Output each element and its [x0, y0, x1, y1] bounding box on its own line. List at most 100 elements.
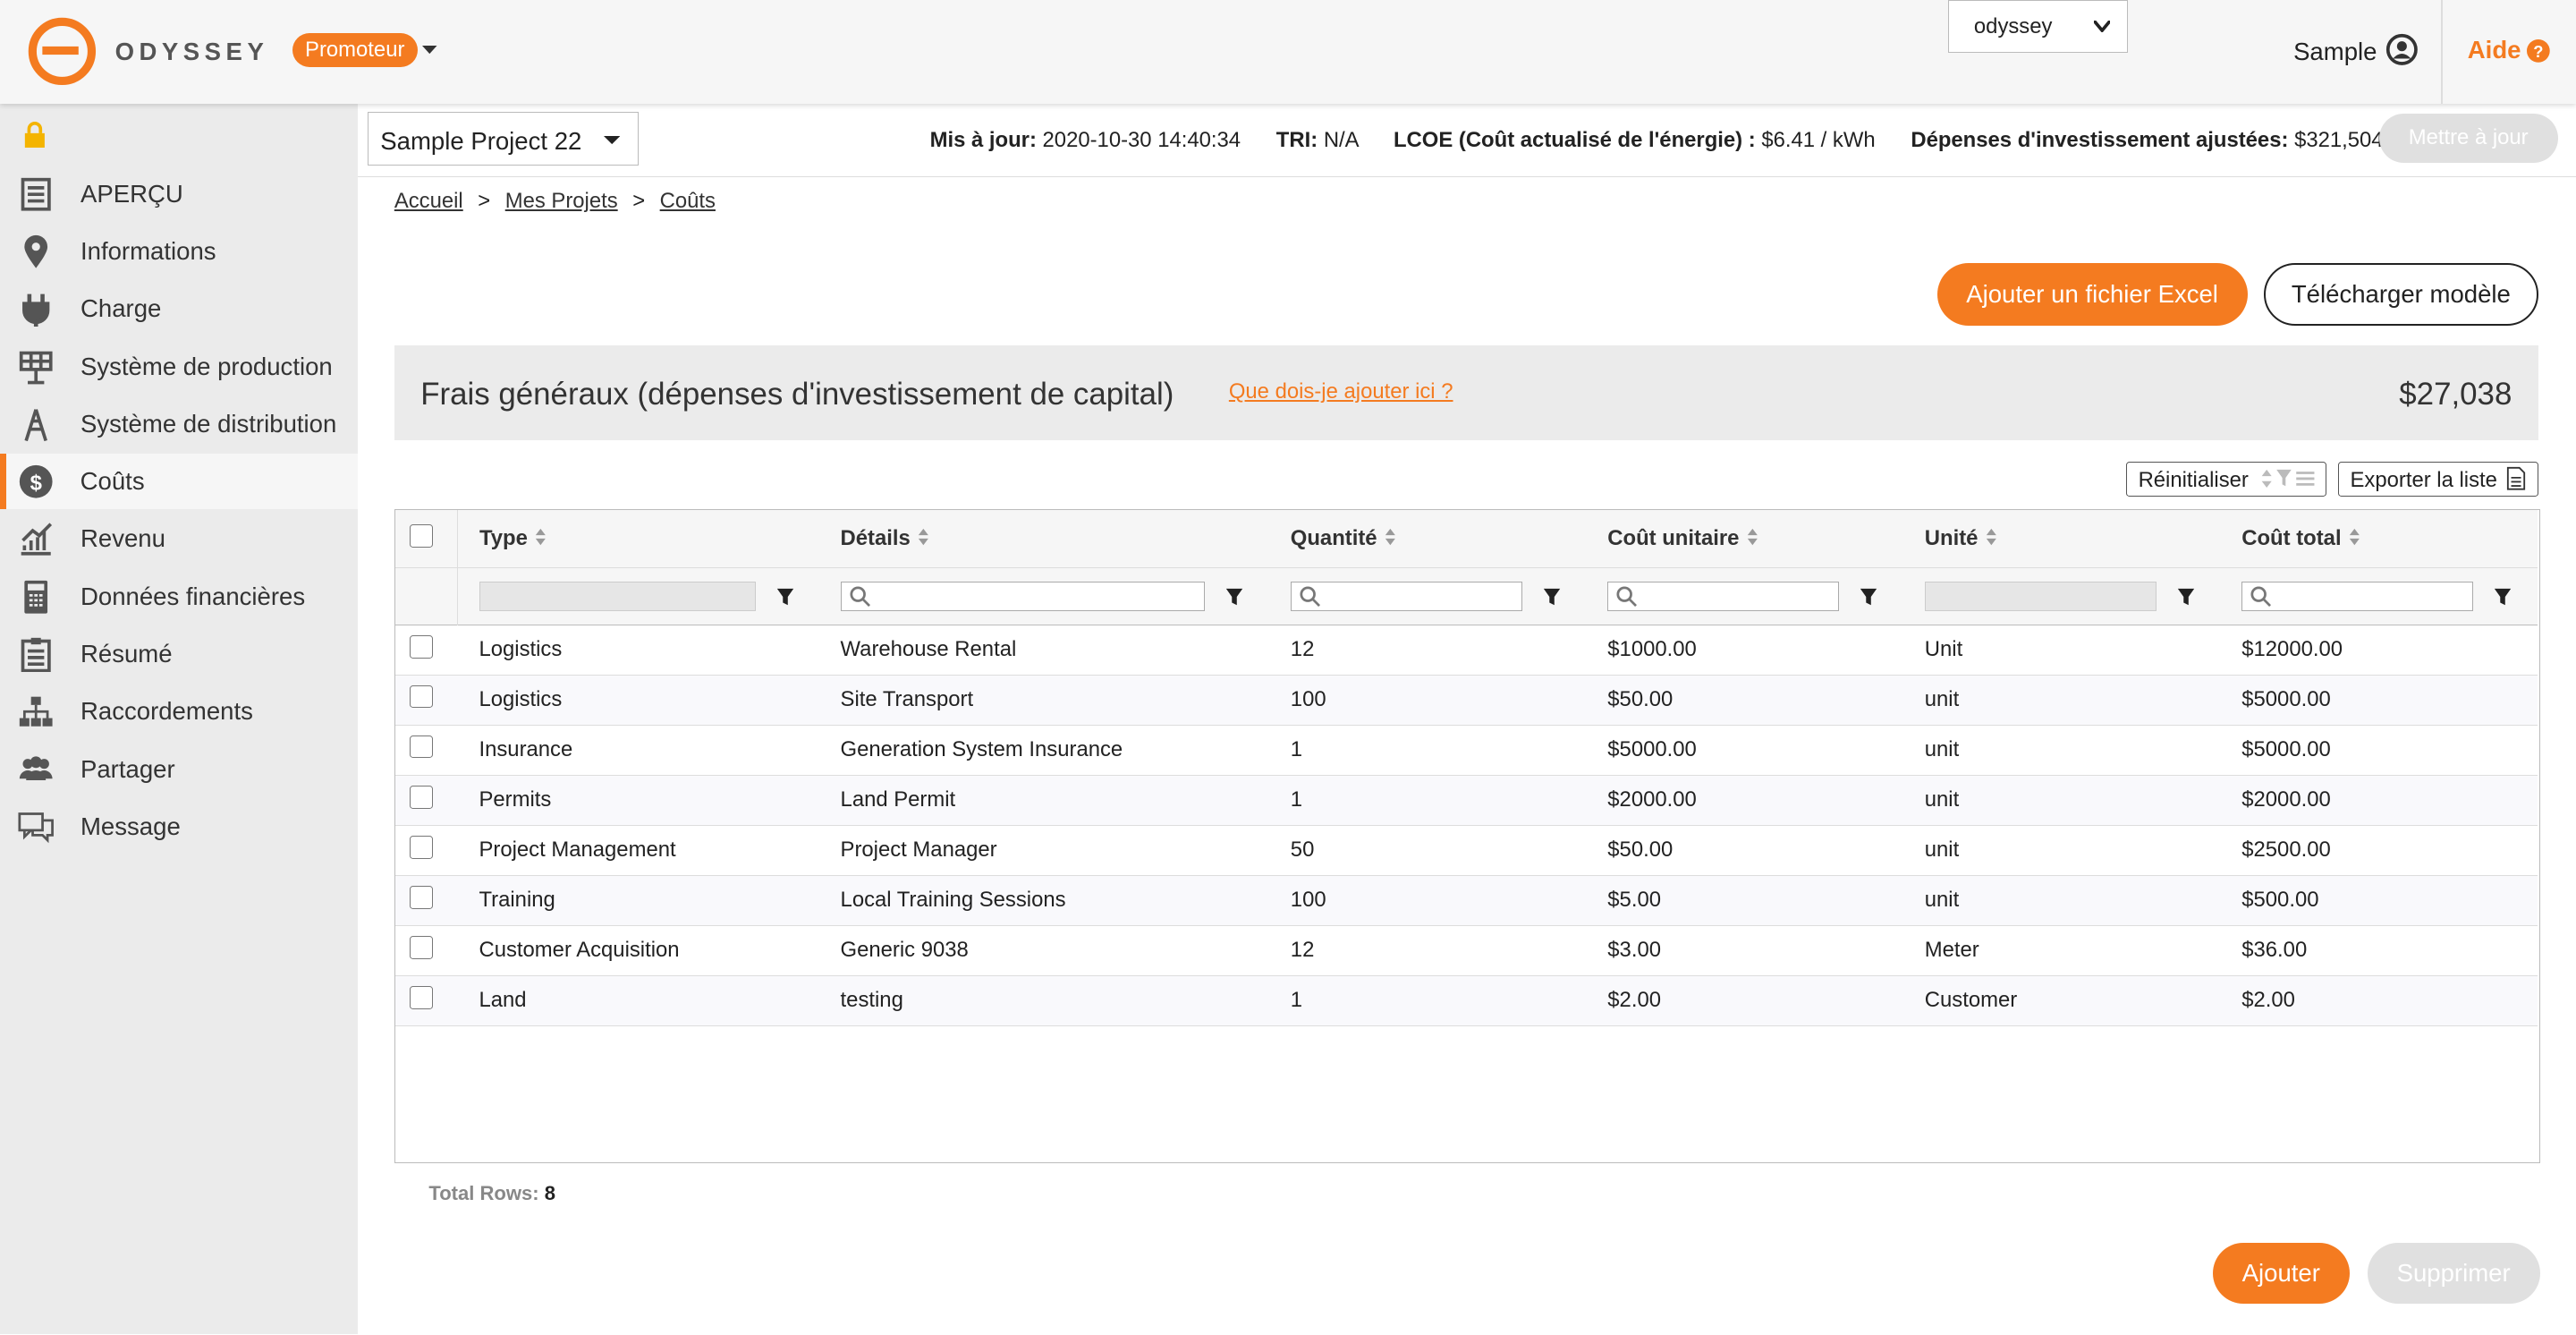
divider: [2441, 0, 2444, 104]
nav-item[interactable]: Revenu: [0, 511, 358, 566]
cell: Logistics: [479, 687, 563, 712]
help-link[interactable]: Aide: [2467, 36, 2521, 64]
filter-icon: [2495, 588, 2512, 605]
row-checkbox[interactable]: [410, 635, 434, 659]
nav-icon: [20, 352, 53, 385]
cell: $3.00: [1607, 938, 1661, 963]
nav-label: Système de distribution: [80, 409, 337, 438]
filter-input[interactable]: [1290, 582, 1522, 612]
cell: Unit: [1924, 637, 1963, 662]
row-checkbox[interactable]: [410, 835, 434, 859]
row-checkbox[interactable]: [410, 685, 434, 709]
cell: $36.00: [2241, 938, 2308, 963]
cell: $500.00: [2241, 888, 2319, 913]
nav-item[interactable]: Charge: [0, 281, 358, 336]
row-checkbox[interactable]: [410, 885, 434, 909]
nav-label: Coûts: [80, 467, 145, 496]
add-button[interactable]: Ajouter: [2213, 1242, 2350, 1304]
search-icon: [850, 586, 870, 607]
nav-item[interactable]: Système de production: [0, 338, 358, 394]
cell: 12: [1290, 637, 1315, 662]
filter-input[interactable]: [840, 582, 1206, 612]
filter-input[interactable]: [1607, 582, 1840, 612]
breadcrumb-link[interactable]: Accueil: [394, 189, 463, 214]
data-row: Customer Acquisition Generic 9038 12 $3.00 M…: [394, 925, 2538, 976]
nav-icon: [18, 812, 55, 843]
row-checkbox[interactable]: [410, 985, 434, 1009]
header-cell[interactable]: Type: [458, 510, 819, 567]
nav-item[interactable]: Message: [0, 799, 358, 855]
checkbox-cell: [395, 975, 458, 1025]
filter-cell: [394, 567, 459, 625]
select-all-checkbox[interactable]: [410, 523, 434, 548]
delete-button[interactable]: Supprimer: [2367, 1242, 2540, 1304]
user-icon[interactable]: [2385, 33, 2419, 66]
cell: $2.00: [2241, 988, 2295, 1013]
cell: 50: [1290, 838, 1315, 863]
template-button[interactable]: Télécharger modèle: [2264, 262, 2538, 326]
checkbox-cell: [395, 875, 458, 925]
cell: Project Management: [479, 838, 676, 863]
filter-input[interactable]: [2241, 582, 2474, 612]
nav-item[interactable]: Système de distribution: [0, 396, 358, 452]
cell: Project Manager: [840, 838, 997, 863]
export-button[interactable]: Exporter la liste: [2337, 462, 2538, 497]
checkbox-cell: [395, 725, 458, 775]
export-text: Exporter la liste: [2350, 467, 2497, 492]
cell: Meter: [1924, 938, 1979, 963]
breadcrumb-link[interactable]: Coûts: [659, 189, 716, 214]
org-select[interactable]: odyssey: [1948, 0, 2128, 53]
stat-value: $6.41 / kWh: [1761, 128, 1876, 153]
cell: Insurance: [479, 737, 573, 762]
select-caret: [2093, 21, 2111, 32]
update-button[interactable]: Mettre à jour: [2378, 113, 2558, 163]
logo-text: ODYSSEY: [114, 38, 269, 66]
nav-label: Informations: [80, 237, 216, 265]
role-badge[interactable]: Promoteur: [292, 32, 418, 68]
nav-label: Raccordements: [80, 697, 253, 726]
cell: unit: [1924, 687, 1960, 712]
filter-icon: [1543, 588, 1561, 605]
cell: Training: [479, 888, 555, 913]
header-cell[interactable]: Quantité: [1269, 510, 1586, 567]
nav-label: Résumé: [80, 640, 173, 668]
upload-button[interactable]: Ajouter un fichier Excel: [1936, 262, 2248, 326]
nav-item[interactable]: $ Coûts: [0, 453, 359, 510]
project-bar: Sample Project 22 Mis à jour: 2020-10-30…: [358, 103, 2576, 177]
nav-item[interactable]: Informations: [0, 224, 358, 279]
project-select[interactable]: Sample Project 22: [368, 111, 640, 166]
help-icon[interactable]: ?: [2526, 39, 2550, 63]
role-caret[interactable]: [422, 46, 437, 55]
header-cell[interactable]: Unité: [1903, 510, 2220, 567]
row-checkbox[interactable]: [410, 735, 434, 759]
data-row: Project Management Project Manager 50 $50.0…: [394, 825, 2538, 876]
header-cell[interactable]: Détails: [819, 510, 1269, 567]
nav-item[interactable]: Résumé: [0, 626, 358, 682]
filter-input[interactable]: [479, 582, 756, 612]
nav-item[interactable]: Partager: [0, 741, 358, 796]
sidebar: APERÇU Informations Charge Système de produ…: [0, 103, 359, 1335]
logo-icon: [29, 17, 97, 85]
lock-icon: [24, 121, 45, 149]
user-name[interactable]: Sample: [2293, 38, 2377, 66]
cell: $5000.00: [2241, 737, 2331, 762]
nav-item[interactable]: Données financières: [0, 568, 358, 624]
filter-input[interactable]: [1924, 582, 2157, 612]
search-icon: [1300, 586, 1320, 607]
nav-item[interactable]: APERÇU: [0, 166, 358, 221]
checkbox-cell: [395, 675, 458, 725]
header-cell[interactable]: Coût total: [2220, 510, 2538, 567]
nav-icon: [21, 637, 51, 673]
row-checkbox[interactable]: [410, 785, 434, 809]
data-row: Permits Land Permit 1 $2000.00 unit $2000.00: [394, 775, 2538, 826]
header-cell[interactable]: Coût unitaire: [1586, 510, 1902, 567]
help-question-link[interactable]: Que dois-je ajouter ici ?: [1228, 379, 1453, 404]
data-row: Training Local Training Sessions 100 $5.00 u…: [394, 875, 2538, 926]
cell: Land Permit: [840, 787, 956, 812]
breadcrumb-link[interactable]: Mes Projets: [504, 189, 618, 214]
reset-button[interactable]: Réinitialiser: [2125, 462, 2326, 497]
row-checkbox[interactable]: [410, 935, 434, 959]
cell: $50.00: [1607, 838, 1674, 863]
nav-item[interactable]: Raccordements: [0, 684, 358, 739]
sort-icon: [918, 528, 928, 546]
